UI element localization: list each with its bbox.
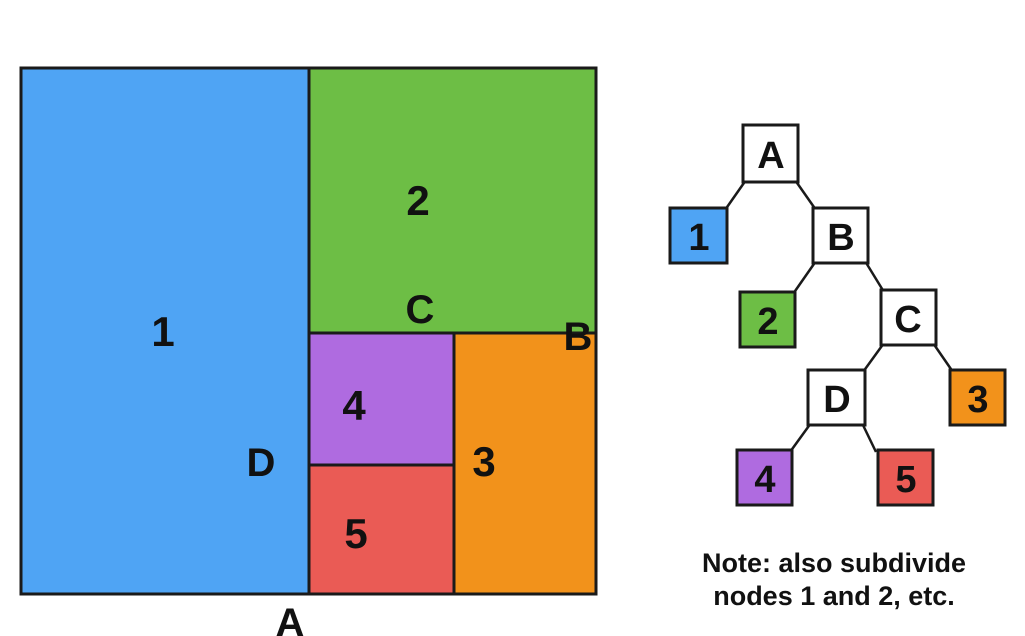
treemap-region-1-label: 1	[151, 308, 174, 355]
tree-node-1	[668, 206, 729, 265]
note-line-2: nodes 1 and 2, etc.	[713, 581, 955, 611]
split-label-a: A	[276, 601, 305, 636]
treemap-region-5	[307, 463, 456, 596]
treemap-region-1	[19, 66, 311, 596]
treemap-region-2-label: 2	[406, 177, 429, 224]
treemap-region-5-label: 5	[344, 510, 367, 557]
treemap-split-labels: A B C D	[247, 288, 593, 636]
tree-node-C-label: C	[894, 299, 921, 341]
treemap-region-3	[452, 331, 598, 596]
tree-node-A	[741, 123, 800, 184]
tree-edge-C-D	[861, 342, 886, 373]
treemap-region-2	[307, 66, 598, 335]
tree-node-4-label: 4	[754, 459, 775, 501]
tree-edge-C-3	[931, 342, 955, 373]
tree-edge-A-1	[723, 179, 748, 211]
tree-node-3-label: 3	[967, 379, 988, 421]
tree-edge-B-C	[863, 260, 886, 293]
treemap-region-3-label: 3	[472, 438, 495, 485]
tree-edge-B-2	[791, 260, 818, 295]
tree-node-1-label: 1	[688, 217, 709, 259]
tree-edge-D-4	[788, 422, 813, 453]
tree-edge-D-5	[860, 422, 878, 453]
tree-node-C	[879, 288, 938, 347]
note-text: Note: also subdivide nodes 1 and 2, etc.	[702, 548, 966, 611]
tree-edges	[723, 179, 955, 453]
tree-node-labels: A 1 B 2 C D 3 4 5	[688, 135, 988, 501]
note-line-1: Note: also subdivide	[702, 548, 966, 578]
split-label-d: D	[247, 441, 276, 485]
tree-node-5-label: 5	[895, 459, 916, 501]
tree-node-D	[806, 368, 867, 427]
treemap	[19, 66, 598, 596]
tree-node-4	[735, 448, 794, 507]
tree-edge-A-B	[793, 179, 818, 211]
split-label-b: B	[564, 315, 593, 359]
treemap-region-4	[307, 331, 456, 467]
tree-node-3	[948, 368, 1007, 427]
tree-nodes	[668, 123, 1007, 507]
tree-node-A-label: A	[757, 135, 784, 177]
treemap-region-4-label: 4	[342, 382, 366, 429]
tree-node-2	[738, 290, 797, 349]
tree-node-B	[811, 206, 870, 265]
tree-node-2-label: 2	[757, 301, 778, 343]
tree-node-B-label: B	[827, 217, 854, 259]
tree-node-5	[876, 448, 935, 507]
treemap-region-labels: 1 2 4 5 3	[151, 177, 495, 557]
tree-node-D-label: D	[823, 379, 850, 421]
split-label-c: C	[406, 288, 435, 332]
